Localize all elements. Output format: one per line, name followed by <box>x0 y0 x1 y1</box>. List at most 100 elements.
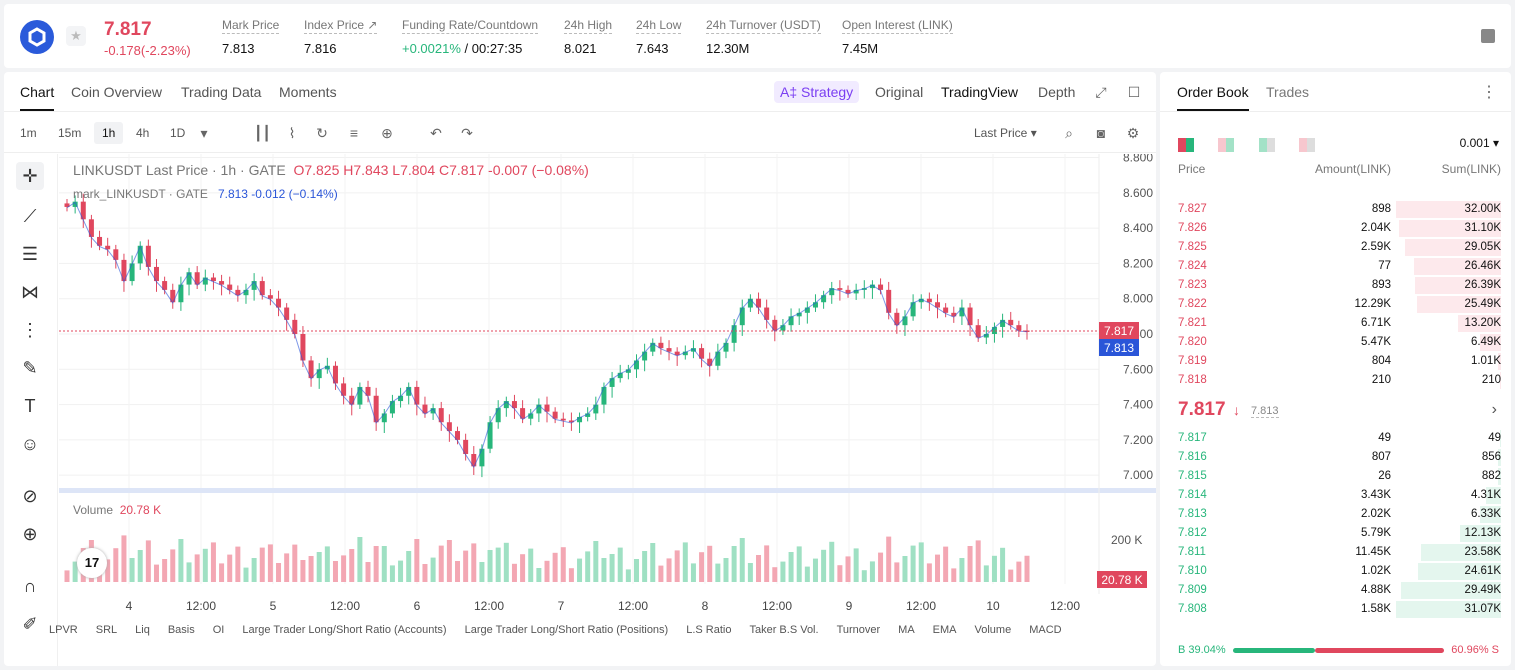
ask-row[interactable]: 7.825 2.59K 29.05K <box>1160 238 1511 257</box>
indicator-11[interactable]: EMA <box>932 624 957 636</box>
ask-row[interactable]: 7.822 12.29K 25.49K <box>1160 295 1511 314</box>
text-tool-icon[interactable]: T <box>24 396 36 416</box>
ask-sum: 210 <box>1481 374 1501 386</box>
chevron-down-icon[interactable]: ▾ <box>200 125 208 141</box>
ask-row[interactable]: 7.824 77 26.46K <box>1160 257 1511 276</box>
depth-bar <box>1405 239 1501 256</box>
ask-row[interactable]: 7.826 2.04K 31.10K <box>1160 219 1511 238</box>
timeframe-1h[interactable]: 1h <box>94 122 124 144</box>
ask-row[interactable]: 7.827 898 32.00K <box>1160 200 1511 219</box>
bid-row[interactable]: 7.816 807 856 <box>1160 448 1511 467</box>
undo-icon[interactable]: ↶ <box>430 125 442 141</box>
stat-index-price[interactable]: Index Price ↗ 7.816 <box>304 18 378 56</box>
ask-row[interactable]: 7.823 893 26.39K <box>1160 276 1511 295</box>
timeframe-4h[interactable]: 4h <box>136 126 150 140</box>
volume-bar <box>910 545 916 582</box>
last-price-selector[interactable]: Last Price ▾ <box>974 126 1037 140</box>
add-indicator-icon[interactable]: ⊕ <box>381 125 393 141</box>
view-both-icon[interactable] <box>1178 137 1194 152</box>
indicator-10[interactable]: MA <box>898 624 915 636</box>
pattern-icon[interactable]: ⋈ <box>21 282 39 302</box>
bid-row[interactable]: 7.815 26 882 <box>1160 467 1511 486</box>
stat-mark-price[interactable]: Mark Price 7.813 <box>222 18 280 56</box>
indicator-7[interactable]: L.S Ratio <box>686 624 732 636</box>
pencil-lock-icon[interactable]: ✐ <box>22 614 38 634</box>
expand-icon[interactable]: ⤢ <box>1095 84 1107 100</box>
indicator-8[interactable]: Taker B.S Vol. <box>749 624 819 636</box>
settings-list-icon[interactable]: ≡ <box>349 125 359 141</box>
precision-select[interactable]: 0.001 ▾ <box>1459 136 1499 150</box>
timeframe-15m[interactable]: 15m <box>58 126 82 140</box>
redo-icon[interactable]: ↷ <box>461 125 473 141</box>
ask-row[interactable]: 7.818 210 210 <box>1160 371 1511 390</box>
camera-icon[interactable]: ◙ <box>1096 125 1106 141</box>
window-icon[interactable]: ☐ <box>1127 84 1141 100</box>
bid-row[interactable]: 7.813 2.02K 6.33K <box>1160 505 1511 524</box>
indicator-6[interactable]: Large Trader Long/Short Ratio (Positions… <box>464 624 669 636</box>
tradingview-logo-icon[interactable]: 17 <box>77 548 107 578</box>
bid-row[interactable]: 7.809 4.88K 29.49K <box>1160 581 1511 600</box>
trendline-icon[interactable]: ⟋ <box>23 206 37 226</box>
bid-price: 7.816 <box>1178 451 1207 463</box>
x-tick-label: 4 <box>126 599 133 613</box>
bid-row[interactable]: 7.817 49 49 <box>1160 429 1511 448</box>
tab-chart[interactable]: Chart <box>20 84 55 111</box>
magnet-icon[interactable]: ∩ <box>23 576 37 596</box>
ask-row[interactable]: 7.820 5.47K 6.49K <box>1160 333 1511 352</box>
chevron-right-icon[interactable]: › <box>1491 401 1497 418</box>
search-icon[interactable]: ⌕ <box>1065 125 1073 141</box>
view-sells-icon[interactable] <box>1299 137 1316 152</box>
fib-icon[interactable]: ⋮ <box>21 320 39 340</box>
view-bids-icon[interactable] <box>1258 137 1275 152</box>
indicator-4[interactable]: OI <box>212 624 225 636</box>
tab-trading-data[interactable]: Trading Data <box>181 84 262 100</box>
indicator-1[interactable]: SRL <box>95 624 118 636</box>
indicator-5[interactable]: Large Trader Long/Short Ratio (Accounts) <box>242 624 447 636</box>
indicator-13[interactable]: MACD <box>1029 624 1062 636</box>
bid-row[interactable]: 7.811 11.45K 23.58K <box>1160 543 1511 562</box>
stat-funding-rate[interactable]: Funding Rate/Countdown +0.0021% / 00:27:… <box>402 18 539 56</box>
candle-body <box>219 281 225 285</box>
mode-depth[interactable]: Depth <box>1038 84 1076 100</box>
timeframe-1m[interactable]: 1m <box>20 126 37 140</box>
timeframe-1d[interactable]: 1D <box>170 126 186 140</box>
bid-row[interactable]: 7.812 5.79K 12.13K <box>1160 524 1511 543</box>
strategy-button[interactable]: A‡ Strategy <box>774 81 860 103</box>
tab-coin-overview[interactable]: Coin Overview <box>71 84 163 100</box>
tab-order-book[interactable]: Order Book <box>1177 84 1249 111</box>
chart-area[interactable]: 8.8008.6008.4008.2008.0007.8007.6007.400… <box>59 151 1156 666</box>
indicator-2[interactable]: Liq <box>135 624 150 636</box>
mode-original[interactable]: Original <box>875 84 924 100</box>
tab-trades[interactable]: Trades <box>1266 84 1310 100</box>
bid-row[interactable]: 7.814 3.43K 4.31K <box>1160 486 1511 505</box>
book-icon[interactable] <box>1481 29 1495 43</box>
brush-icon[interactable]: ✎ <box>22 358 38 378</box>
more-icon[interactable]: ⋮ <box>1481 84 1497 101</box>
bid-row[interactable]: 7.810 1.02K 24.61K <box>1160 562 1511 581</box>
ruler-icon[interactable]: ⊘ <box>22 486 38 506</box>
stat-24h-turnover: 24h Turnover (USDT) 12.30M <box>706 18 821 56</box>
depth-bar <box>1480 334 1501 351</box>
emoji-icon[interactable]: ☺ <box>20 434 40 454</box>
indicator-12[interactable]: Volume <box>974 624 1012 636</box>
gear-icon[interactable]: ⚙ <box>1126 125 1140 141</box>
crosshair-icon[interactable]: ✛ <box>16 162 44 190</box>
volume-bar <box>552 552 558 582</box>
indicator-0[interactable]: LPVR <box>49 624 78 636</box>
ask-row[interactable]: 7.821 6.71K 13.20K <box>1160 314 1511 333</box>
candlestick-chart[interactable]: 8.8008.6008.4008.2008.0007.8007.6007.400… <box>59 151 1156 666</box>
ask-row[interactable]: 7.819 804 1.01K <box>1160 352 1511 371</box>
refresh-icon[interactable]: ↻ <box>316 125 328 141</box>
candle-type-icon[interactable]: ┃┃ <box>254 125 271 141</box>
tab-moments[interactable]: Moments <box>279 84 337 100</box>
indicator-9[interactable]: Turnover <box>836 624 881 636</box>
indicator-3[interactable]: Basis <box>167 624 195 636</box>
bid-row[interactable]: 7.808 1.58K 31.07K <box>1160 600 1511 619</box>
indicators-icon[interactable]: ⌇ <box>288 125 296 141</box>
mode-tradingview[interactable]: TradingView <box>941 84 1019 100</box>
candle-body <box>991 326 997 334</box>
favorite-star-icon[interactable]: ★ <box>66 26 86 46</box>
horizontal-lines-icon[interactable]: ☰ <box>21 244 39 264</box>
zoom-in-icon[interactable]: ⊕ <box>22 524 38 544</box>
view-asks-icon[interactable] <box>1218 137 1235 152</box>
